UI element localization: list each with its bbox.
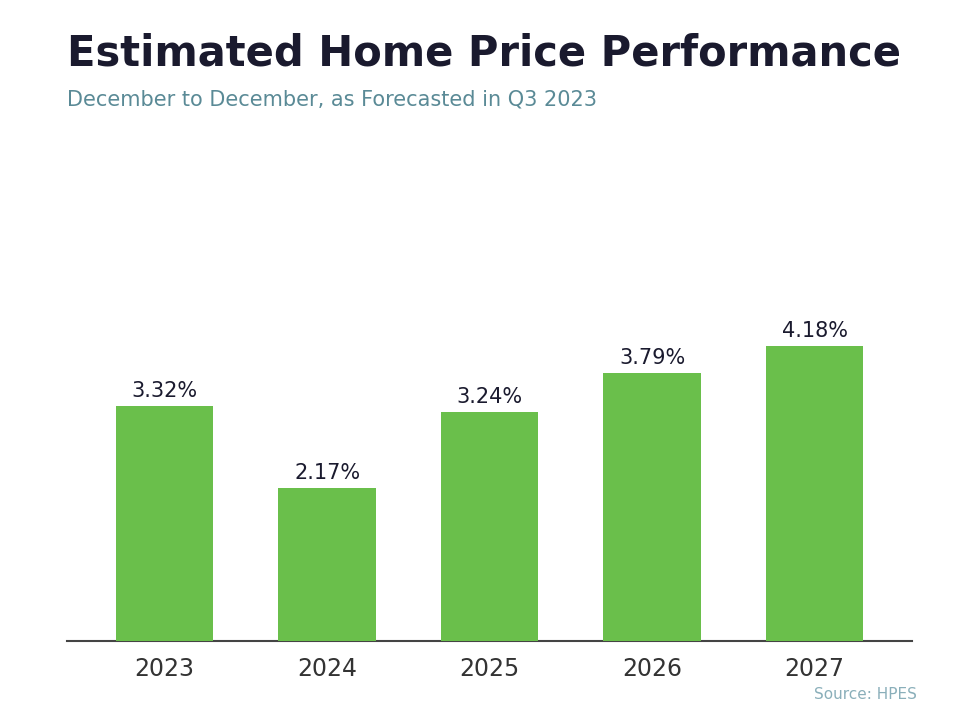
Text: 3.79%: 3.79% — [619, 348, 685, 368]
Bar — [116, 406, 213, 641]
Text: Estimated Home Price Performance: Estimated Home Price Performance — [67, 32, 901, 74]
Bar — [441, 412, 539, 641]
Bar — [766, 346, 863, 641]
Bar — [278, 487, 376, 641]
Bar — [603, 373, 701, 641]
Text: 3.24%: 3.24% — [457, 387, 522, 407]
Text: Source: HPES: Source: HPES — [814, 687, 917, 702]
Text: 3.32%: 3.32% — [132, 382, 198, 402]
Text: 4.18%: 4.18% — [781, 320, 848, 341]
Text: 2.17%: 2.17% — [294, 463, 360, 482]
Text: December to December, as Forecasted in Q3 2023: December to December, as Forecasted in Q… — [67, 90, 597, 110]
